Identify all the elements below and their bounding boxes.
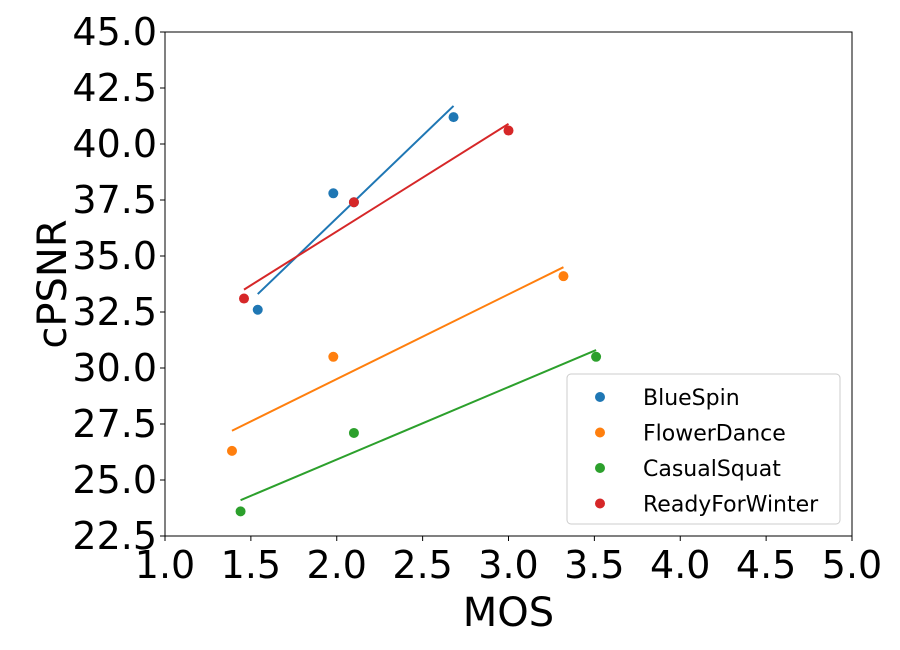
data-point-bluespin <box>328 188 339 199</box>
y-tick-label: 42.5 <box>72 66 157 110</box>
y-tick-label: 45.0 <box>72 10 157 54</box>
legend-label-readyforwinter: ReadyForWinter <box>643 493 819 518</box>
x-tick-label: 2.5 <box>392 543 452 587</box>
data-point-readyforwinter <box>503 125 514 136</box>
data-point-casualsquat <box>235 506 246 517</box>
legend-box <box>566 373 841 525</box>
y-tick-label: 32.5 <box>72 290 157 334</box>
x-tick-label: 3.5 <box>564 543 624 587</box>
legend-label-flowerdance: FlowerDance <box>643 422 786 447</box>
fit-lines <box>231 105 597 502</box>
y-tick-label: 40.0 <box>72 122 157 166</box>
y-tick-label: 30.0 <box>72 346 157 390</box>
x-tick-label: 5.0 <box>822 543 882 587</box>
legend-label-bluespin: BlueSpin <box>643 386 740 411</box>
x-tick-label: 3.0 <box>478 543 538 587</box>
x-axis-ticks: 1.0 1.5 2.0 2.5 3.0 3.5 4.0 4.5 5.0 <box>135 536 882 587</box>
y-tick-label: 35.0 <box>72 234 157 278</box>
y-axis-title: cPSNR <box>30 219 76 348</box>
legend-label-casualsquat: CasualSquat <box>643 457 781 482</box>
x-tick-label: 2.0 <box>307 543 367 587</box>
y-tick-label: 25.0 <box>72 458 157 502</box>
x-tick-label: 4.0 <box>650 543 710 587</box>
legend-marker-flowerdance <box>595 427 605 438</box>
data-point-casualsquat <box>591 351 602 362</box>
x-tick-label: 4.5 <box>736 543 796 587</box>
y-tick-label: 37.5 <box>72 178 157 222</box>
data-point-casualsquat <box>348 427 359 438</box>
legend-marker-readyforwinter <box>595 498 605 509</box>
legend-marker-casualsquat <box>595 463 605 473</box>
legend-marker-bluespin <box>595 392 605 402</box>
fit-line-readyforwinter <box>243 122 510 291</box>
data-point-flowerdance <box>226 445 237 456</box>
x-tick-label: 1.5 <box>221 543 281 587</box>
data-point-readyforwinter <box>239 293 250 304</box>
y-tick-label: 27.5 <box>72 402 157 446</box>
data-points <box>226 112 602 517</box>
data-point-readyforwinter <box>348 197 359 208</box>
fit-line-casualsquat <box>240 349 597 502</box>
y-axis-ticks: 22.5 25.0 27.5 30.0 32.5 35.0 37.5 40.0 42.5 45.0 <box>72 10 165 558</box>
x-axis-title: MOS <box>463 590 554 636</box>
fit-line-flowerdance <box>231 266 564 432</box>
y-tick-label: 22.5 <box>72 514 157 558</box>
legend: BlueSpin FlowerDance CasualSquat ReadyForWi… <box>566 373 841 525</box>
x-tick-label: 1.0 <box>135 543 195 587</box>
data-point-flowerdance <box>328 351 339 362</box>
data-point-bluespin <box>252 304 263 315</box>
data-point-bluespin <box>448 112 459 123</box>
data-point-flowerdance <box>558 271 569 282</box>
